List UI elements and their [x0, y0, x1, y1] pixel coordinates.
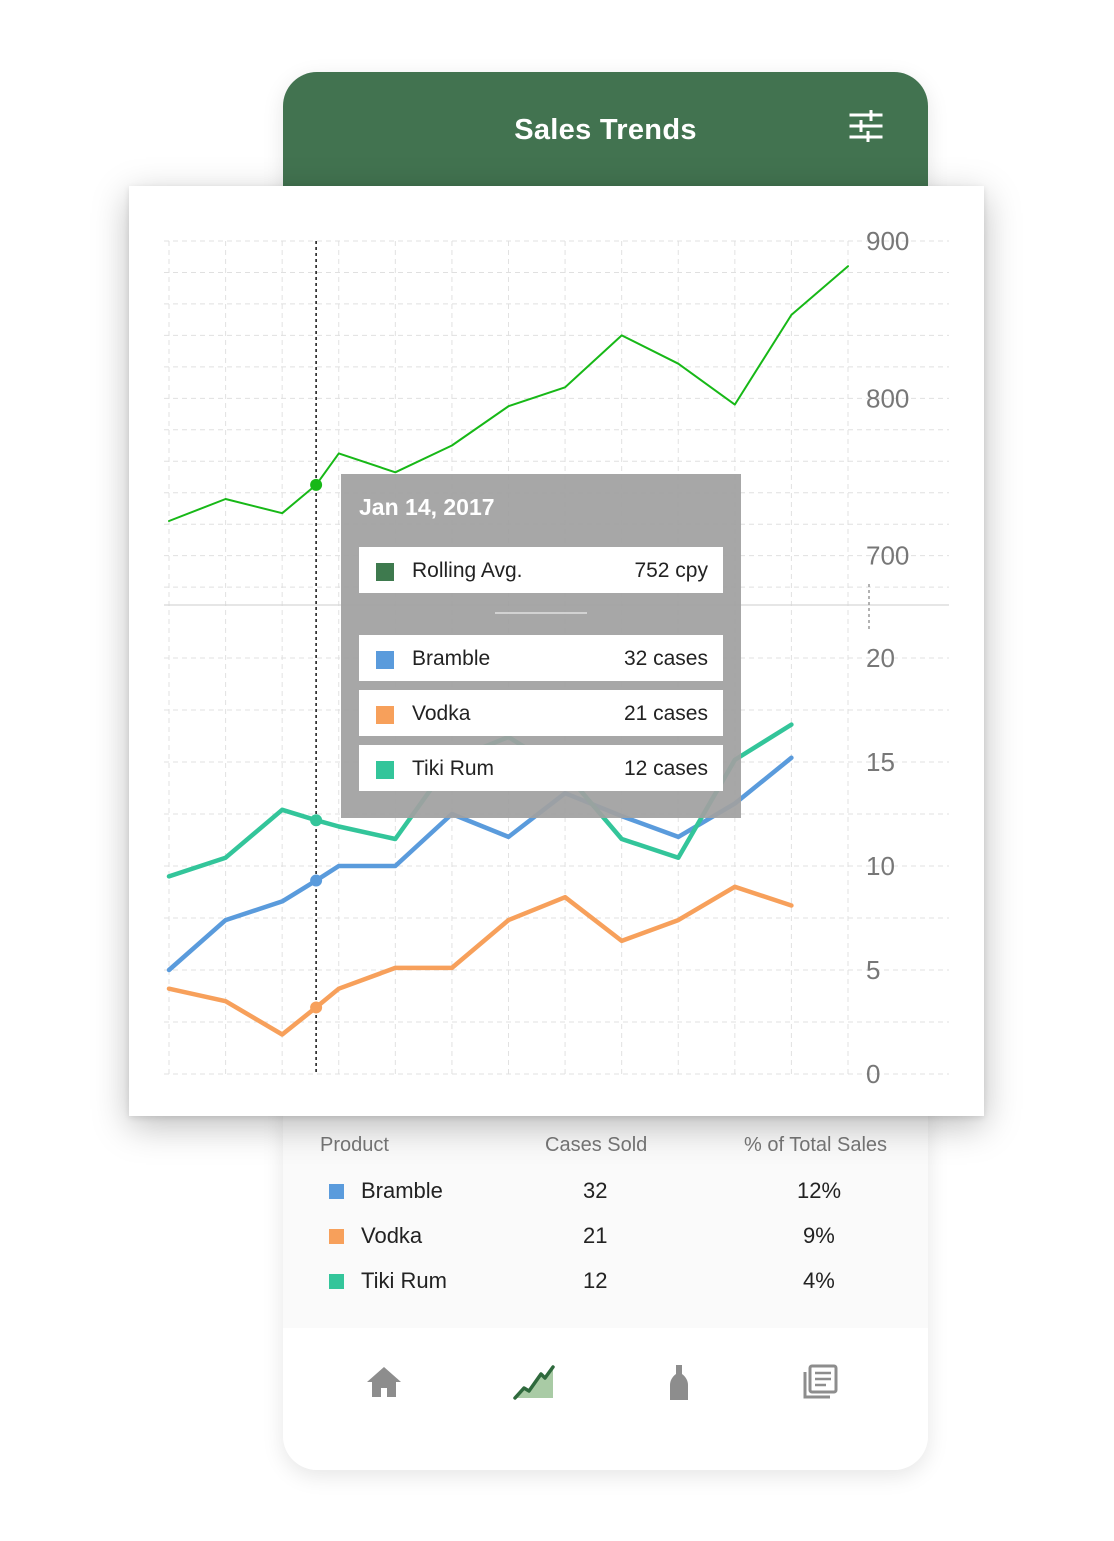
y-tick-label: 5	[866, 955, 880, 985]
vodka-swatch	[329, 1229, 344, 1244]
bottom-nav	[283, 1328, 928, 1470]
tooltip-row-bramble: Bramble 32 cases	[359, 635, 723, 681]
row-product: Tiki Rum	[361, 1268, 447, 1293]
column-header-cases: Cases Sold	[545, 1134, 648, 1156]
page-title: Sales Trends	[514, 114, 697, 146]
tiki-rum-marker	[310, 814, 323, 827]
tooltip-value: 12 cases	[623, 757, 708, 780]
column-header-product: Product	[320, 1134, 389, 1156]
row-cases: 12	[583, 1268, 608, 1293]
bramble-marker	[310, 874, 323, 887]
tooltip-value: 21 cases	[623, 702, 708, 725]
trends-icon[interactable]	[509, 1358, 557, 1406]
row-pct: 9%	[803, 1223, 835, 1248]
y-tick-label: 15	[866, 747, 895, 777]
tooltip-row-tiki-rum: Tiki Rum 12 cases	[359, 745, 723, 791]
row-cases: 32	[583, 1178, 608, 1203]
tiki-rum-swatch	[329, 1274, 344, 1289]
vodka-swatch	[376, 706, 394, 724]
vodka-marker	[310, 1001, 323, 1014]
y-tick-label: 900	[866, 226, 909, 256]
tooltip-label: Vodka	[412, 702, 471, 725]
y-tick-label: 700	[866, 541, 909, 571]
rolling-avg-marker	[310, 478, 323, 491]
tooltip-label: Rolling Avg.	[412, 559, 523, 582]
tooltip-row-rolling-avg: Rolling Avg. 752 cpy	[359, 547, 723, 593]
bramble-swatch	[376, 651, 394, 669]
chart-tooltip: Jan 14, 2017 Rolling Avg. 752 cpy Brambl…	[341, 474, 741, 818]
y-tick-label: 0	[866, 1059, 880, 1089]
tiki-rum-swatch	[376, 761, 394, 779]
row-pct: 12%	[797, 1178, 842, 1203]
home-icon[interactable]	[360, 1358, 408, 1406]
row-product: Vodka	[361, 1223, 423, 1248]
tune-icon[interactable]	[849, 110, 883, 142]
tooltip-row-vodka: Vodka 21 cases	[359, 690, 723, 736]
vodka-line	[166, 884, 794, 1037]
tooltip-label: Tiki Rum	[412, 757, 495, 780]
row-cases: 21	[583, 1223, 608, 1248]
app-header: Sales Trends	[283, 72, 928, 192]
library-icon[interactable]	[796, 1358, 844, 1406]
bottle-icon[interactable]	[655, 1358, 703, 1406]
column-header-pct: % of Total Sales	[744, 1134, 888, 1156]
rolling-avg-swatch	[376, 563, 394, 581]
tooltip-divider	[495, 612, 587, 614]
tooltip-date: Jan 14, 2017	[359, 494, 495, 520]
rolling-avg-line	[168, 265, 849, 522]
bramble-swatch	[329, 1184, 344, 1199]
y-tick-label: 20	[866, 643, 895, 673]
tooltip-label: Bramble	[412, 647, 491, 670]
tooltip-value: 752 cpy	[634, 559, 708, 582]
chart-panel: 700 800 900 0 5 10 15 20 Jan 14, 2017 Rolling A…	[129, 186, 984, 1116]
row-product: Bramble	[361, 1178, 443, 1203]
y-tick-label: 800	[866, 383, 909, 413]
row-pct: 4%	[803, 1268, 835, 1293]
y-tick-label: 10	[866, 851, 895, 881]
tooltip-value: 32 cases	[623, 647, 708, 670]
